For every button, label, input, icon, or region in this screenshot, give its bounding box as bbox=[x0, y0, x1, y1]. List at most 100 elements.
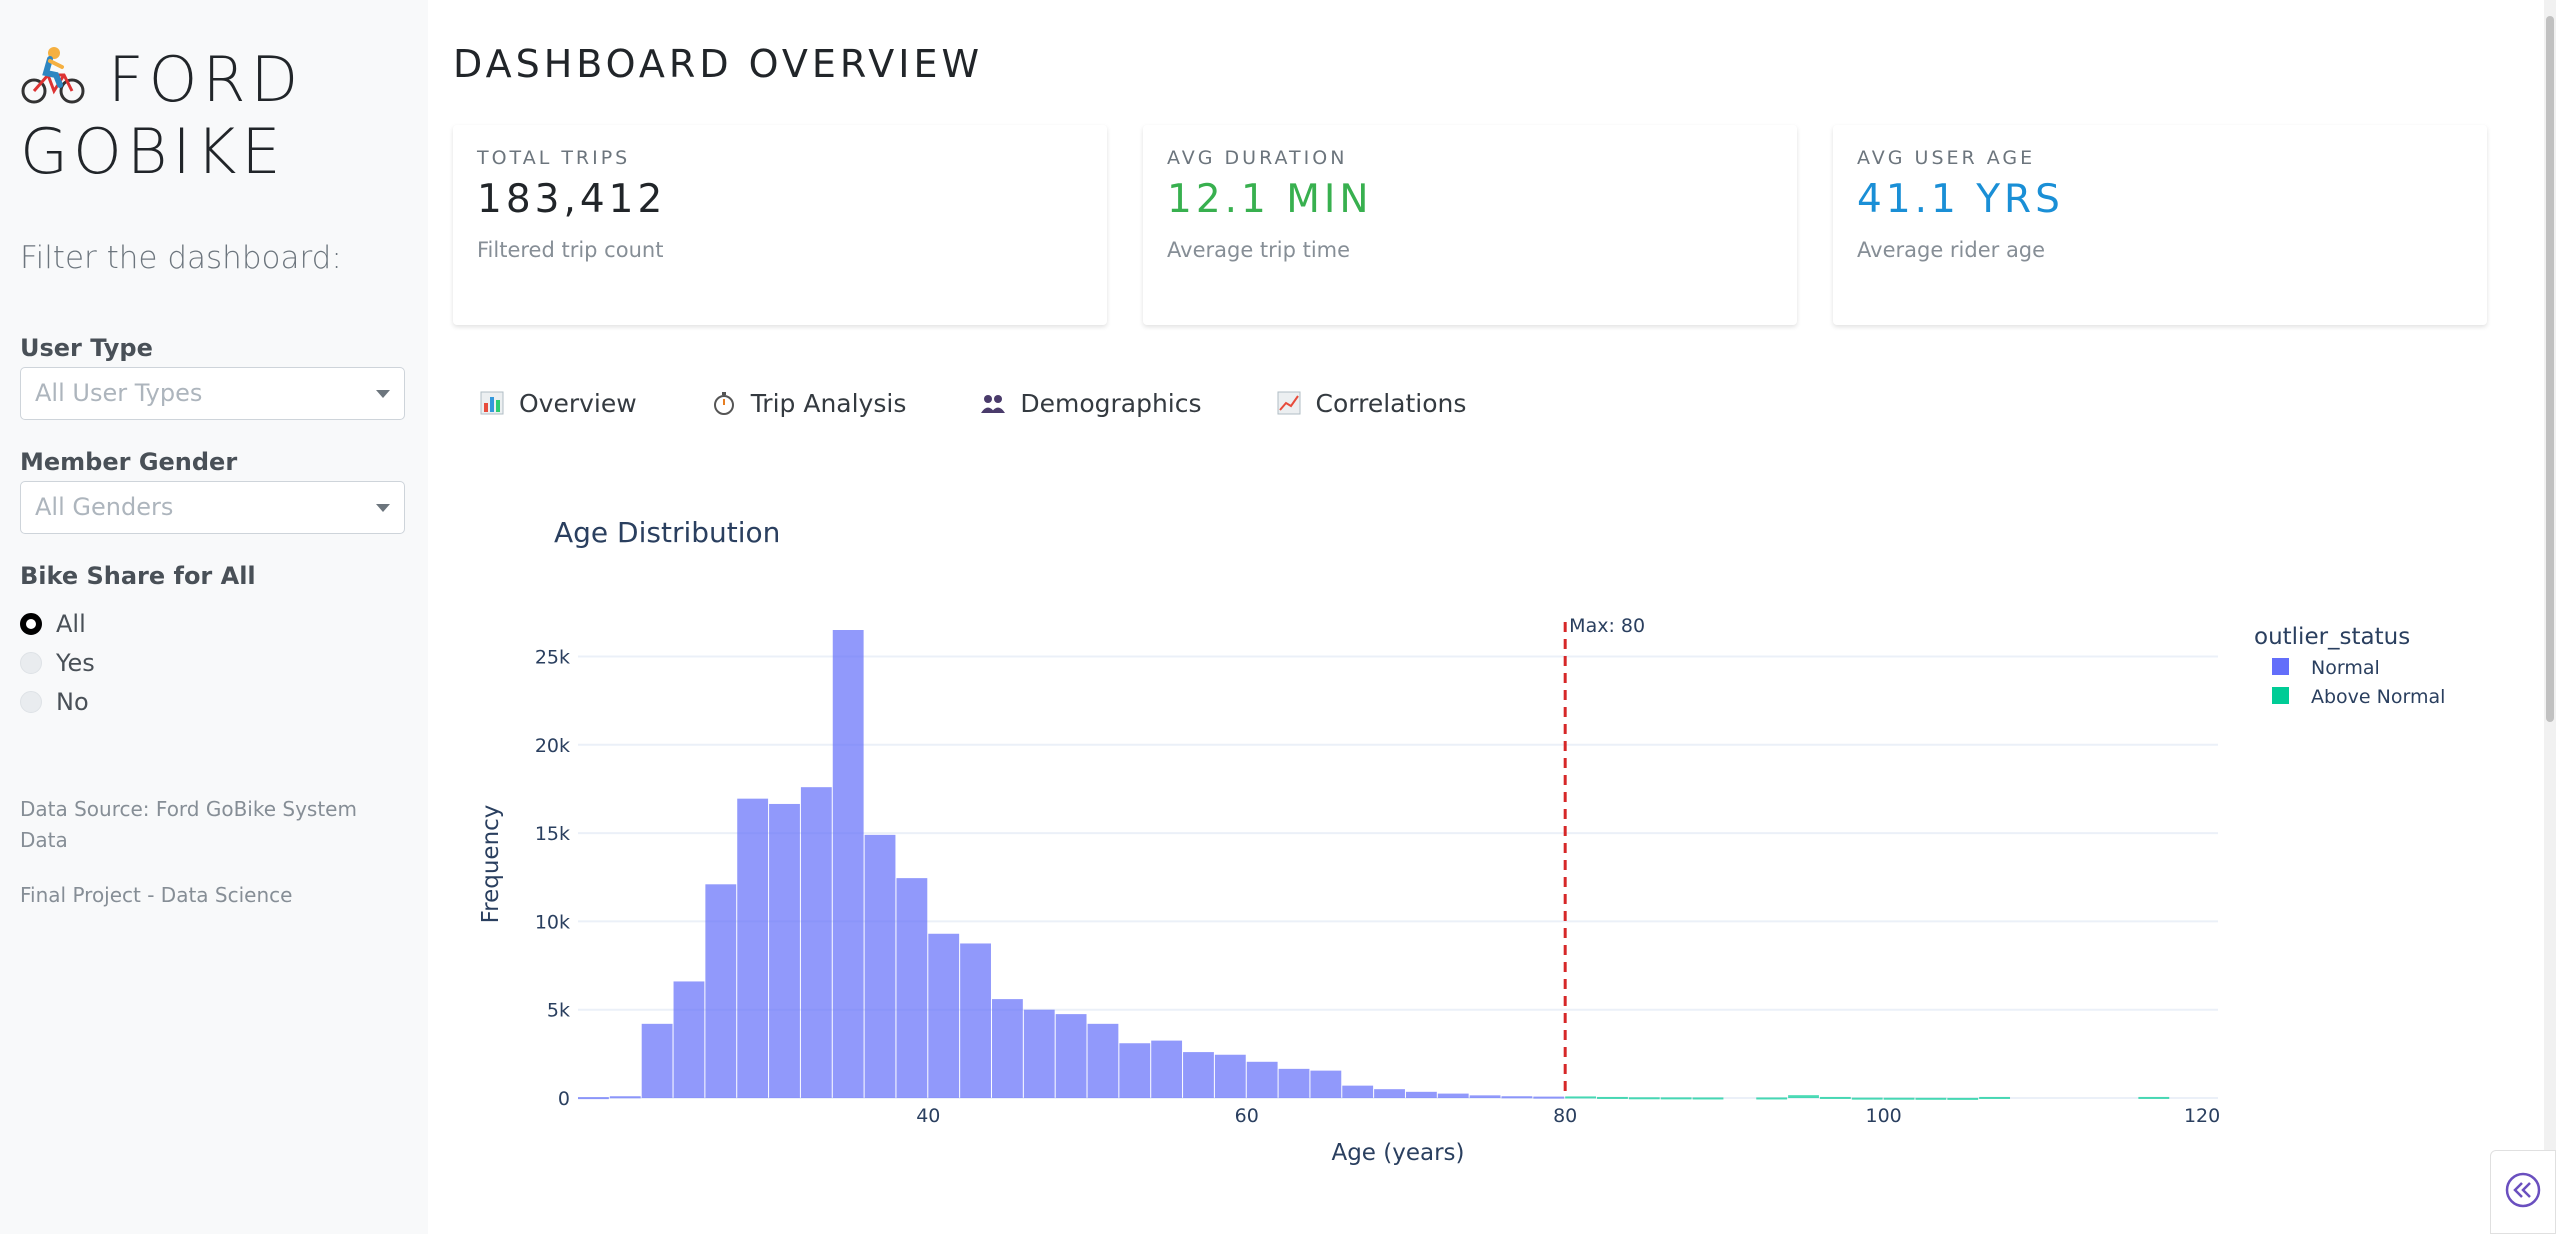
user-type-select[interactable]: All User Types bbox=[20, 367, 405, 420]
line-chart-icon bbox=[1276, 390, 1302, 416]
radio-option-all[interactable]: All bbox=[20, 609, 86, 639]
histogram-bar bbox=[1405, 1091, 1437, 1098]
x-tick-label: 40 bbox=[916, 1105, 940, 1127]
histogram-bar bbox=[1246, 1061, 1278, 1098]
member-gender-label: Member Gender bbox=[20, 448, 238, 476]
histogram-bar bbox=[673, 981, 705, 1098]
histogram-bar bbox=[1023, 1009, 1055, 1098]
radio-label: All bbox=[56, 610, 86, 638]
chevron-down-icon bbox=[376, 390, 390, 398]
histogram-bar bbox=[1342, 1085, 1374, 1098]
histogram-bar bbox=[1883, 1097, 1915, 1100]
tab-label: Overview bbox=[519, 388, 637, 418]
brand-title-block: FORD GOBIKE bbox=[20, 44, 420, 188]
histogram-bar bbox=[1660, 1097, 1692, 1100]
user-type-placeholder: All User Types bbox=[35, 379, 203, 407]
data-source-note: Data Source: Ford GoBike System Data bbox=[20, 797, 357, 852]
kpi-subtitle: Average trip time bbox=[1167, 238, 1351, 262]
histogram-bar bbox=[1278, 1068, 1310, 1098]
y-tick-label: 25k bbox=[535, 646, 570, 668]
brand-title: FORD GOBIKE bbox=[20, 43, 304, 188]
tab-trip-analysis[interactable]: Trip Analysis bbox=[685, 375, 933, 431]
radio-button[interactable] bbox=[20, 613, 42, 635]
x-tick-label: 120 bbox=[2184, 1105, 2220, 1127]
histogram-bar bbox=[1947, 1097, 1979, 1100]
histogram-bar bbox=[1310, 1070, 1342, 1098]
y-axis-label: Frequency bbox=[478, 805, 504, 924]
histogram-bar bbox=[928, 933, 960, 1098]
kpi-label: TOTAL TRIPS bbox=[477, 147, 631, 169]
histogram-bar bbox=[800, 787, 832, 1098]
project-note: Final Project - Data Science bbox=[20, 883, 293, 907]
kpi-value: 12.1 MIN bbox=[1167, 177, 1373, 222]
x-tick-label: 60 bbox=[1235, 1105, 1259, 1127]
histogram-bar bbox=[1692, 1097, 1724, 1100]
histogram-bar bbox=[1597, 1096, 1628, 1099]
series-normal bbox=[578, 630, 1565, 1100]
x-axis-label: Age (years) bbox=[1331, 1140, 1464, 1166]
filter-title: Filter the dashboard: bbox=[20, 240, 342, 276]
radio-label: Yes bbox=[56, 649, 95, 677]
max-annotation: Max: 80 bbox=[1569, 615, 1645, 637]
series-above-normal bbox=[1565, 1095, 2170, 1100]
histogram-bar bbox=[1819, 1096, 1851, 1099]
legend-label-normal: Normal bbox=[2311, 657, 2380, 679]
kpi-subtitle: Average rider age bbox=[1857, 238, 2046, 262]
histogram-bar bbox=[864, 834, 896, 1098]
histogram-bar bbox=[641, 1023, 673, 1098]
legend-title: outlier_status bbox=[2254, 624, 2410, 650]
y-tick-label: 0 bbox=[558, 1088, 570, 1110]
chart-title: Age Distribution bbox=[554, 516, 781, 549]
chart-legend: outlier_status Normal Above Normal bbox=[2254, 624, 2445, 708]
bar-chart-icon bbox=[479, 390, 505, 416]
page-title: DASHBOARD OVERVIEW bbox=[453, 42, 984, 86]
collapse-panel-button[interactable] bbox=[2490, 1150, 2556, 1234]
legend-swatch-normal bbox=[2272, 658, 2289, 675]
histogram-bar bbox=[1533, 1096, 1565, 1099]
chart-axes: 0 5k 10k 15k 20k 25k 40 60 80 100 120 bbox=[535, 646, 2220, 1127]
kpi-value: 41.1 YRS bbox=[1857, 177, 2064, 222]
histogram-bar bbox=[1214, 1054, 1246, 1098]
histogram-bar bbox=[705, 884, 737, 1098]
histogram-bar bbox=[1915, 1097, 1947, 1100]
kpi-card-total-trips: TOTAL TRIPS 183,412 Filtered trip count bbox=[453, 125, 1107, 325]
y-tick-label: 15k bbox=[535, 823, 570, 845]
tab-overview[interactable]: Overview bbox=[453, 375, 663, 431]
stopwatch-icon bbox=[711, 390, 737, 416]
tab-correlations[interactable]: Correlations bbox=[1250, 375, 1493, 431]
chart-grid bbox=[578, 655, 2218, 1099]
histogram-bar bbox=[1469, 1095, 1501, 1098]
x-tick-label: 80 bbox=[1553, 1105, 1577, 1127]
legend-label-above-normal: Above Normal bbox=[2311, 686, 2445, 708]
member-gender-select[interactable]: All Genders bbox=[20, 481, 405, 534]
tab-label: Correlations bbox=[1315, 388, 1467, 418]
user-type-label: User Type bbox=[20, 334, 153, 362]
histogram-bar bbox=[737, 798, 769, 1098]
histogram-bar bbox=[1374, 1089, 1405, 1098]
kpi-card-avg-duration: AVG DURATION 12.1 MIN Average trip time bbox=[1143, 125, 1797, 325]
tab-demographics[interactable]: Demographics bbox=[954, 375, 1227, 431]
member-gender-placeholder: All Genders bbox=[35, 493, 174, 521]
scrollbar[interactable] bbox=[2544, 0, 2556, 1234]
scrollbar-thumb[interactable] bbox=[2546, 16, 2554, 722]
tab-label: Trip Analysis bbox=[750, 388, 907, 418]
histogram-bar bbox=[1756, 1097, 1788, 1100]
histogram-bar bbox=[1565, 1096, 1597, 1099]
histogram-bar bbox=[1788, 1095, 1819, 1098]
x-tick-label: 100 bbox=[1865, 1105, 1901, 1127]
radio-label: No bbox=[56, 688, 89, 716]
kpi-value: 183,412 bbox=[477, 177, 667, 222]
histogram-bar bbox=[1183, 1052, 1214, 1098]
histogram-bar bbox=[1055, 1014, 1087, 1098]
histogram-bar bbox=[609, 1096, 641, 1099]
histogram-bar bbox=[1437, 1093, 1469, 1098]
histogram-bar bbox=[832, 630, 864, 1098]
tab-label: Demographics bbox=[1020, 388, 1202, 418]
radio-button[interactable] bbox=[20, 652, 42, 674]
sidebar: FORD GOBIKE Filter the dashboard: User T… bbox=[0, 0, 428, 1234]
radio-option-no[interactable]: No bbox=[20, 687, 89, 717]
kpi-label: AVG USER AGE bbox=[1857, 147, 2036, 169]
radio-option-yes[interactable]: Yes bbox=[20, 648, 95, 678]
cyclist-icon bbox=[20, 45, 88, 107]
radio-button[interactable] bbox=[20, 691, 42, 713]
